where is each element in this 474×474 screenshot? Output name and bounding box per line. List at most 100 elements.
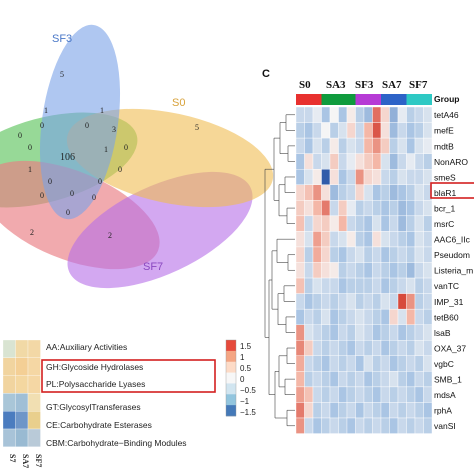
heatmap-cell	[423, 355, 433, 372]
heatmap-cell	[312, 231, 322, 248]
heatmap-cell	[338, 184, 348, 201]
group-label-s0: S0	[299, 79, 311, 91]
heatmap-cell	[321, 122, 331, 139]
heatmap-cell	[372, 417, 382, 434]
heatmap-cell	[389, 168, 399, 185]
heatmap-cell	[372, 340, 382, 357]
heatmap-cell	[355, 262, 365, 279]
cazy-cell	[2, 393, 16, 412]
heatmap-cell	[414, 184, 424, 201]
heatmap-cell	[363, 200, 373, 217]
heatmap-cell	[295, 137, 305, 154]
heatmap-cell	[346, 122, 356, 139]
heatmap-cell	[397, 184, 407, 201]
legend-tick: 1	[240, 353, 245, 362]
legend-tick: 0.5	[240, 364, 252, 373]
gene-label: NonARO	[434, 157, 468, 167]
heatmap-cell	[423, 262, 433, 279]
heatmap-cell	[397, 277, 407, 294]
heatmap-cell	[363, 184, 373, 201]
heatmap-cell	[338, 246, 348, 263]
heatmap-cell	[363, 262, 373, 279]
gene-label: SMB_1	[434, 375, 462, 385]
gene-label: vanSI	[434, 421, 456, 431]
heatmap-cell	[423, 231, 433, 248]
heatmap-cell	[389, 277, 399, 294]
venn-count: 2	[30, 228, 34, 237]
heatmap-cell	[329, 137, 339, 154]
heatmap-cell	[397, 402, 407, 419]
gene-label: Pseudom	[434, 250, 470, 260]
cazy-column-labels: S7 SA7 SF7	[8, 454, 43, 468]
heatmap-cell	[312, 153, 322, 170]
heatmap-cell	[389, 153, 399, 170]
legend-ticks: 1.5 1 0.5 0 −0.5 −1 −1.5	[240, 342, 256, 417]
heatmap-cell	[363, 137, 373, 154]
gene-label: msrC	[434, 219, 454, 229]
heatmap-cell	[372, 137, 382, 154]
heatmap-cell	[338, 137, 348, 154]
heatmap-cell	[355, 215, 365, 232]
heatmap-cell	[312, 324, 322, 341]
heatmap-cell	[346, 324, 356, 341]
heatmap-cell	[363, 386, 373, 403]
heatmap-cell	[372, 308, 382, 325]
gene-label: mdsA	[434, 390, 456, 400]
venn-count: 2	[108, 231, 112, 240]
heatmap-cell	[312, 293, 322, 310]
heatmap-cell	[304, 168, 314, 185]
heatmap-cell	[355, 417, 365, 434]
heatmap-cell	[423, 293, 433, 310]
legend-swatch	[226, 405, 236, 417]
heatmap-cell	[380, 122, 390, 139]
heatmap-cell	[397, 371, 407, 388]
group-label-sa7: SA7	[382, 79, 402, 91]
heatmap-cell	[338, 168, 348, 185]
heatmap-cell	[372, 246, 382, 263]
heatmap-cell	[295, 106, 305, 123]
heatmap-cell	[406, 308, 416, 325]
heatmap-cell	[346, 215, 356, 232]
heatmap-cell	[397, 122, 407, 139]
heatmap-cell	[389, 402, 399, 419]
heatmap-cell	[414, 168, 424, 185]
heatmap-cell	[329, 153, 339, 170]
heatmap-cell	[380, 277, 390, 294]
heatmap-cell	[380, 137, 390, 154]
heatmap-cell	[372, 386, 382, 403]
heatmap-cell	[372, 231, 382, 248]
cazy-cell	[27, 411, 41, 430]
gene-label: IMP_31	[434, 297, 464, 307]
venn-count: 0	[118, 165, 122, 174]
heatmap-cell	[380, 184, 390, 201]
cazy-cell	[15, 411, 29, 430]
heatmap-cell	[346, 417, 356, 434]
heatmap-cell	[312, 106, 322, 123]
cazy-cell	[15, 339, 29, 358]
heatmap-cell	[423, 340, 433, 357]
heatmap-cell	[295, 246, 305, 263]
heatmap-cell	[338, 262, 348, 279]
heatmap-cell	[406, 293, 416, 310]
heatmap-cell	[380, 106, 390, 123]
heatmap-cell	[423, 200, 433, 217]
heatmap-cell	[321, 340, 331, 357]
venn-count: 0	[98, 177, 102, 186]
venn-count: 0	[70, 189, 74, 198]
heatmap-cell	[338, 324, 348, 341]
group-color-segment	[381, 94, 407, 105]
heatmap-cell	[380, 262, 390, 279]
heatmap-cell	[321, 277, 331, 294]
heatmap-cell	[338, 308, 348, 325]
heatmap-cell	[329, 402, 339, 419]
venn-region-counts: 5 5 106 2 2 1 1 0 0 3 0 0 1 0 0 0 0 0 0 …	[18, 70, 199, 240]
heatmap-cell	[312, 417, 322, 434]
heatmap-cell	[406, 231, 416, 248]
heatmap-cell	[321, 246, 331, 263]
cazy-column-label: SA7	[21, 454, 30, 468]
heatmap-cell	[423, 277, 433, 294]
heatmap-cell	[355, 184, 365, 201]
heatmap-cell	[304, 231, 314, 248]
heatmap-cell	[372, 355, 382, 372]
heatmap-cell	[304, 246, 314, 263]
